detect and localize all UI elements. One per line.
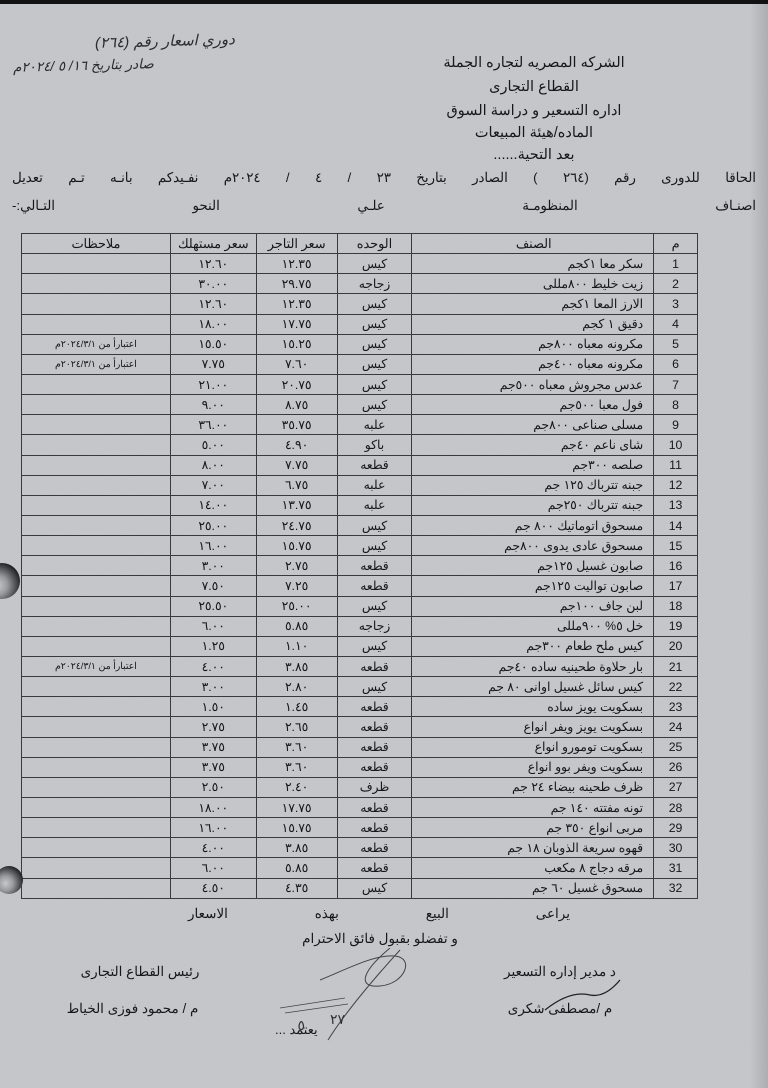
svg-text:٢٧: ٢٧ (330, 1011, 346, 1027)
svg-text:٥: ٥ (297, 1017, 305, 1033)
